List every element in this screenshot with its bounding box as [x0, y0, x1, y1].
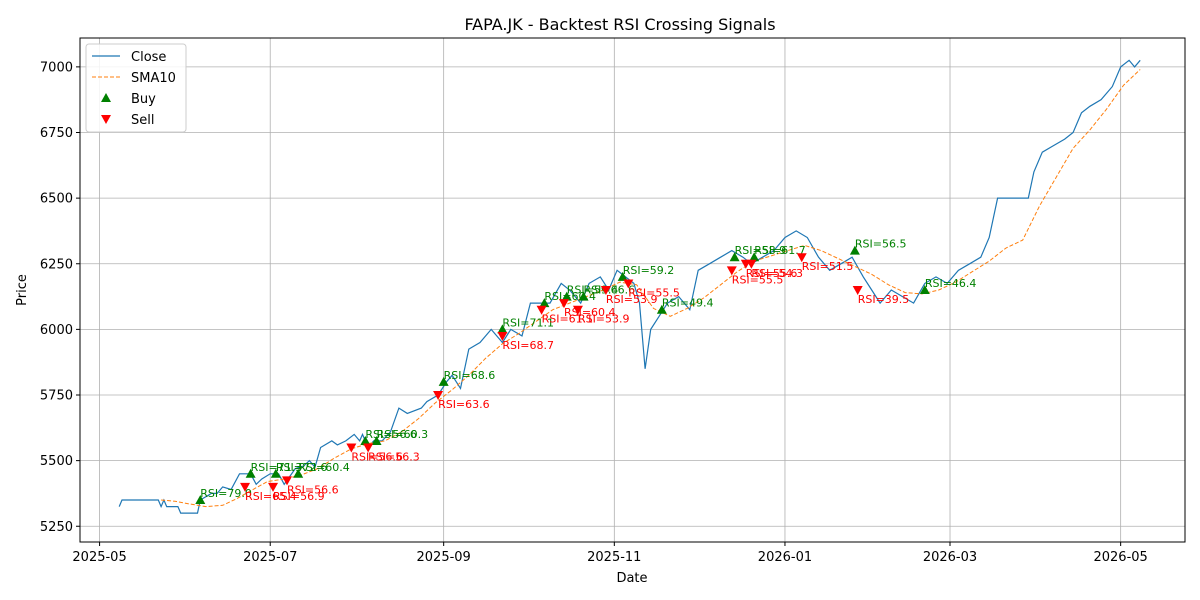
buy-marker	[438, 376, 449, 386]
sell-marker	[852, 286, 863, 295]
buy-marker	[561, 291, 572, 301]
legend-label-sma10: SMA10	[131, 71, 176, 86]
x-tick-label: 2025-05	[72, 550, 126, 565]
buy-rsi-label: RSI=49.4	[662, 297, 714, 310]
series-line-sma10	[161, 69, 1141, 508]
sell-marker	[433, 391, 444, 400]
buy-marker	[195, 495, 206, 504]
plot-frame	[79, 37, 1186, 543]
x-axis-title: Date	[616, 571, 647, 586]
buy-marker	[245, 468, 256, 478]
x-tick-label: 2026-01	[758, 550, 812, 565]
y-axis: 5250 5500 5750 6000 6250 6500 6750 7000	[40, 60, 80, 535]
sell-rsi-label: RSI=56.6	[287, 483, 339, 496]
sell-rsi-label: RSI=51.5	[802, 260, 854, 273]
buy-rsi-label: RSI=60.4	[298, 461, 350, 474]
legend-label-sell: Sell	[131, 113, 154, 128]
buy-rsi-label: RSI=46.4	[925, 277, 977, 290]
buy-rsi-label: RSI=71.1	[502, 316, 554, 329]
sell-rsi-label: RSI=53.9	[606, 293, 658, 306]
x-tick-label: 2026-03	[923, 550, 977, 565]
buy-marker	[539, 298, 550, 308]
buy-marker	[270, 468, 281, 478]
sell-rsi-label: RSI=56.6	[351, 451, 403, 464]
marker-layer: RSI=79.0RSI=71.3RSI=72.6RSI=60.4RSI=56.6…	[195, 238, 976, 504]
buy-rsi-label: RSI=58.9	[735, 244, 787, 257]
sell-rsi-label: RSI=56.3	[368, 451, 420, 464]
sell-marker	[346, 443, 357, 453]
legend-swatch-buy	[101, 93, 111, 102]
buy-rsi-label: RSI=56.5	[855, 238, 907, 251]
y-tick-label: 7000	[40, 60, 73, 75]
buy-marker	[497, 324, 508, 334]
buy-marker	[849, 245, 860, 255]
x-tick-label: 2025-07	[243, 550, 297, 565]
y-tick-label: 6000	[40, 323, 73, 338]
sell-rsi-label: RSI=68.7	[502, 339, 554, 352]
buy-marker	[293, 468, 304, 478]
buy-marker	[919, 285, 930, 294]
x-axis: 2025-05 2025-07 2025-09 2025-11 2026-01 2026-…	[72, 542, 1148, 565]
y-tick-label: 6250	[40, 257, 73, 272]
sell-rsi-label: RSI=53.9	[578, 313, 630, 326]
buy-rsi-label: RSI=68.6	[444, 369, 496, 382]
sell-rsi-label: RSI=65.4	[245, 490, 297, 503]
buy-rsi-label: RSI=60.3	[377, 428, 429, 441]
sell-marker	[796, 253, 807, 263]
x-tick-label: 2025-11	[587, 550, 641, 565]
sell-marker	[600, 286, 611, 295]
buy-rsi-label: RSI=72.6	[276, 461, 328, 474]
legend-box	[85, 43, 187, 133]
sell-marker	[536, 305, 547, 315]
buy-marker	[749, 252, 760, 262]
x-tick-label: 2026-05	[1093, 550, 1147, 565]
buy-marker	[729, 252, 740, 262]
sell-rsi-label: RSI=54.3	[751, 267, 803, 280]
legend-label-buy: Buy	[131, 92, 156, 107]
buy-rsi-label: RSI=61.7	[754, 244, 806, 257]
buy-marker	[360, 435, 371, 445]
y-tick-label: 5500	[40, 454, 73, 469]
sell-rsi-label: RSI=55.6	[746, 267, 798, 280]
x-tick-label: 2025-09	[417, 550, 471, 565]
buy-marker	[617, 271, 628, 281]
y-tick-label: 6750	[40, 126, 73, 141]
legend-swatch-sell	[101, 115, 111, 124]
sell-marker	[268, 482, 279, 492]
sell-marker	[746, 259, 757, 269]
buy-rsi-label: RSI=79.0	[200, 487, 252, 500]
legend: Close SMA10 Buy Sell	[85, 43, 187, 133]
buy-marker	[371, 435, 382, 445]
sell-marker	[240, 482, 251, 492]
sell-marker	[572, 305, 583, 315]
buy-rsi-label: RSI=71.3	[251, 461, 303, 474]
y-tick-label: 5250	[40, 520, 73, 535]
buy-marker	[578, 291, 589, 301]
legend-label-close: Close	[131, 50, 166, 65]
sell-marker	[726, 266, 737, 276]
buy-rsi-label: RSI=59.2	[623, 264, 675, 277]
y-tick-label: 5750	[40, 389, 73, 404]
y-tick-label: 6500	[40, 192, 73, 207]
sell-marker	[363, 443, 374, 453]
sell-rsi-label: RSI=39.5	[858, 293, 910, 306]
sell-rsi-label: RSI=55.5	[628, 286, 680, 299]
sell-rsi-label: RSI=55.5	[732, 273, 784, 286]
sell-rsi-label: RSI=63.6	[438, 398, 490, 411]
sell-rsi-label: RSI=61.1	[542, 313, 594, 326]
chart-title: FAPA.JK - Backtest RSI Crossing Signals	[464, 15, 775, 34]
buy-marker	[656, 304, 667, 314]
sell-marker	[558, 299, 569, 309]
plot-area: RSI=79.0RSI=71.3RSI=72.6RSI=60.4RSI=56.6…	[118, 59, 1141, 514]
sell-rsi-label: RSI=56.9	[273, 490, 325, 503]
sell-marker	[282, 476, 293, 486]
sell-marker	[497, 331, 508, 341]
y-axis-title: Price	[15, 274, 30, 306]
buy-rsi-label: RSI=66.6	[584, 284, 636, 297]
buy-rsi-label: RSI=56.6	[365, 428, 417, 441]
sell-marker	[623, 279, 634, 289]
